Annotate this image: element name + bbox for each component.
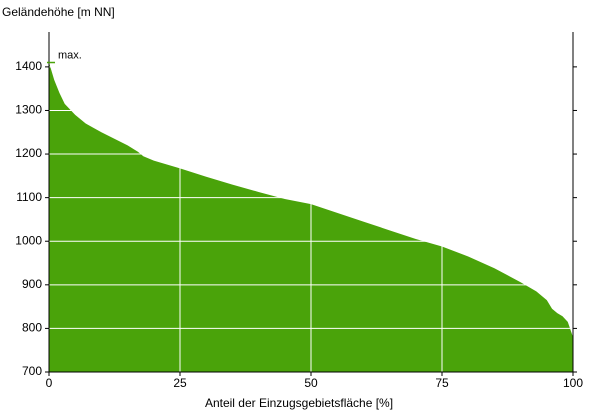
x-tick-label: 50: [304, 376, 318, 390]
x-axis-label: Anteil der Einzugsgebietsfläche [%]: [205, 396, 393, 410]
x-tick-label: 0: [46, 376, 53, 390]
y-tick-label: 700: [22, 364, 42, 378]
y-tick-label: 1100: [16, 190, 42, 204]
y-tick-label: 1300: [15, 103, 42, 117]
x-tick-label: 25: [173, 376, 187, 390]
y-tick-label: 900: [22, 277, 42, 291]
y-axis-label: Geländehöhe [m NN]: [2, 5, 115, 19]
y-tick-label: 800: [22, 321, 42, 335]
y-tick-label: 1200: [15, 146, 42, 160]
annotation: max.: [58, 49, 82, 61]
x-tick-label: 100: [563, 376, 583, 390]
y-tick-label: 1400: [15, 59, 42, 73]
x-tick-label: 75: [435, 376, 449, 390]
y-tick-label: 1000: [15, 233, 42, 247]
